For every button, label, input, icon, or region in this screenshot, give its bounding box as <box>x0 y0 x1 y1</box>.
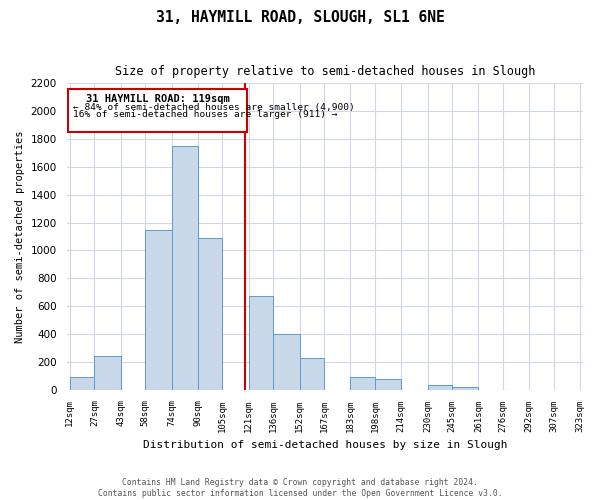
Bar <box>299 358 324 390</box>
Text: 31, HAYMILL ROAD, SLOUGH, SL1 6NE: 31, HAYMILL ROAD, SLOUGH, SL1 6NE <box>155 10 445 25</box>
Text: Contains HM Land Registry data © Crown copyright and database right 2024.
Contai: Contains HM Land Registry data © Crown c… <box>98 478 502 498</box>
Bar <box>273 334 299 390</box>
X-axis label: Distribution of semi-detached houses by size in Slough: Distribution of semi-detached houses by … <box>143 440 507 450</box>
Text: 16% of semi-detached houses are larger (911) →: 16% of semi-detached houses are larger (… <box>73 110 338 120</box>
Bar <box>428 385 452 390</box>
Bar <box>172 146 198 390</box>
Bar <box>248 296 273 390</box>
Title: Size of property relative to semi-detached houses in Slough: Size of property relative to semi-detach… <box>115 65 535 78</box>
Bar <box>452 387 478 390</box>
Bar <box>350 377 375 390</box>
Bar <box>375 380 401 390</box>
Bar <box>198 238 223 390</box>
Bar <box>70 377 94 390</box>
FancyBboxPatch shape <box>68 89 247 132</box>
Text: ← 84% of semi-detached houses are smaller (4,900): ← 84% of semi-detached houses are smalle… <box>73 103 355 112</box>
Text: 31 HAYMILL ROAD: 119sqm: 31 HAYMILL ROAD: 119sqm <box>86 94 229 104</box>
Bar <box>94 356 121 390</box>
Y-axis label: Number of semi-detached properties: Number of semi-detached properties <box>15 130 25 343</box>
Bar <box>145 230 172 390</box>
